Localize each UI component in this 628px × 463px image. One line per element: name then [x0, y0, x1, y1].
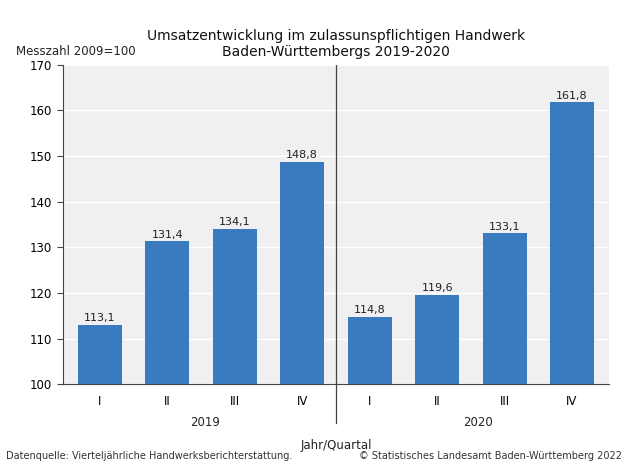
Bar: [550, 102, 594, 384]
Bar: [146, 241, 189, 384]
Text: 114,8: 114,8: [354, 306, 386, 315]
Text: Datenquelle: Vierteljährliche Handwerksberichterstattung.: Datenquelle: Vierteljährliche Handwerksb…: [6, 450, 293, 461]
Text: © Statistisches Landesamt Baden-Württemberg 2022: © Statistisches Landesamt Baden-Württemb…: [359, 450, 622, 461]
Text: Jahr/Quartal: Jahr/Quartal: [300, 438, 372, 451]
Text: Messzahl 2009=100: Messzahl 2009=100: [16, 45, 136, 58]
Text: 113,1: 113,1: [84, 313, 116, 323]
Bar: [483, 233, 526, 384]
Text: 148,8: 148,8: [286, 150, 318, 160]
Text: 161,8: 161,8: [556, 91, 588, 101]
Text: 133,1: 133,1: [489, 222, 521, 232]
Text: 2020: 2020: [463, 416, 493, 429]
Text: 119,6: 119,6: [421, 283, 453, 294]
Bar: [348, 317, 392, 384]
Text: 134,1: 134,1: [219, 217, 251, 227]
Text: 131,4: 131,4: [151, 230, 183, 240]
Text: 2019: 2019: [190, 416, 220, 429]
Bar: [78, 325, 122, 384]
Title: Umsatzentwicklung im zulassunspflichtigen Handwerk
Baden-Württembergs 2019-2020: Umsatzentwicklung im zulassunspflichtige…: [147, 29, 525, 59]
Bar: [280, 162, 324, 384]
Bar: [415, 295, 459, 384]
Bar: [213, 229, 257, 384]
